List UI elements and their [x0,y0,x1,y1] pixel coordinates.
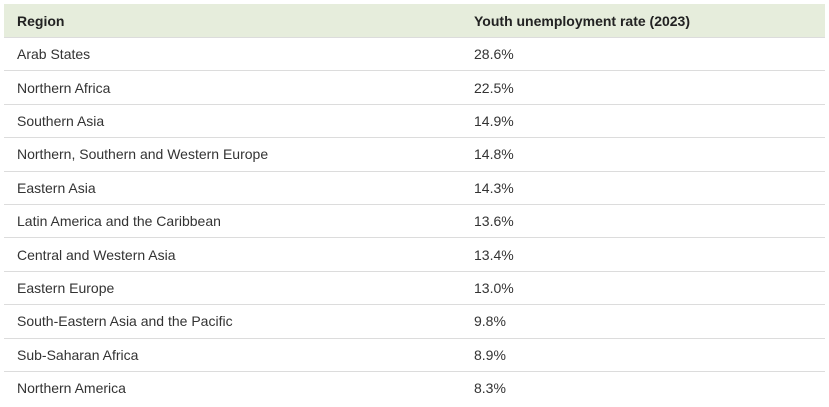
region-cell: Northern America [4,370,461,405]
region-cell: Southern Asia [4,103,461,138]
rate-cell: 28.6% [461,36,825,71]
region-cell: South-Eastern Asia and the Pacific [4,304,461,339]
table-row: Arab States 28.6% [4,36,825,71]
data-table: Region Youth unemployment rate (2023) Ara… [4,4,825,405]
header-cell: Region [4,4,461,38]
region-cell: Eastern Asia [4,170,461,205]
table-row: Eastern Europe 13.0% [4,270,825,305]
region-cell: Northern Africa [4,70,461,105]
table-row: Northern Africa 22.5% [4,70,825,105]
table-row: Northern, Southern and Western Europe 14.… [4,137,825,172]
rate-cell: 14.9% [461,103,825,138]
rate-cell: 9.8% [461,304,825,339]
table-row: South-Eastern Asia and the Pacific 9.8% [4,304,825,339]
rate-cell: 14.8% [461,137,825,172]
header-cell: Youth unemployment rate (2023) [461,4,825,38]
rate-cell: 13.4% [461,237,825,272]
table-row: Eastern Asia 14.3% [4,170,825,205]
rate-cell: 13.0% [461,270,825,305]
table-row: Northern America 8.3% [4,370,825,405]
region-cell: Central and Western Asia [4,237,461,272]
rate-cell: 8.9% [461,337,825,372]
table-row: Sub-Saharan Africa 8.9% [4,337,825,372]
rate-cell: 14.3% [461,170,825,205]
region-cell: Latin America and the Caribbean [4,203,461,238]
rate-cell: 13.6% [461,203,825,238]
header-row: Region Youth unemployment rate (2023) [4,4,825,38]
table-body: Arab States 28.6% Northern Africa 22.5% Sout… [4,36,825,405]
table-header: Region Youth unemployment rate (2023) [4,4,825,38]
table-row: Central and Western Asia 13.4% [4,237,825,272]
region-cell: Sub-Saharan Africa [4,337,461,372]
rate-cell: 8.3% [461,370,825,405]
region-cell: Eastern Europe [4,270,461,305]
table-row: Southern Asia 14.9% [4,103,825,138]
region-cell: Arab States [4,36,461,71]
region-cell: Northern, Southern and Western Europe [4,137,461,172]
table-row: Latin America and the Caribbean 13.6% [4,203,825,238]
table-container: Region Youth unemployment rate (2023) Ara… [4,4,825,405]
rate-cell: 22.5% [461,70,825,105]
